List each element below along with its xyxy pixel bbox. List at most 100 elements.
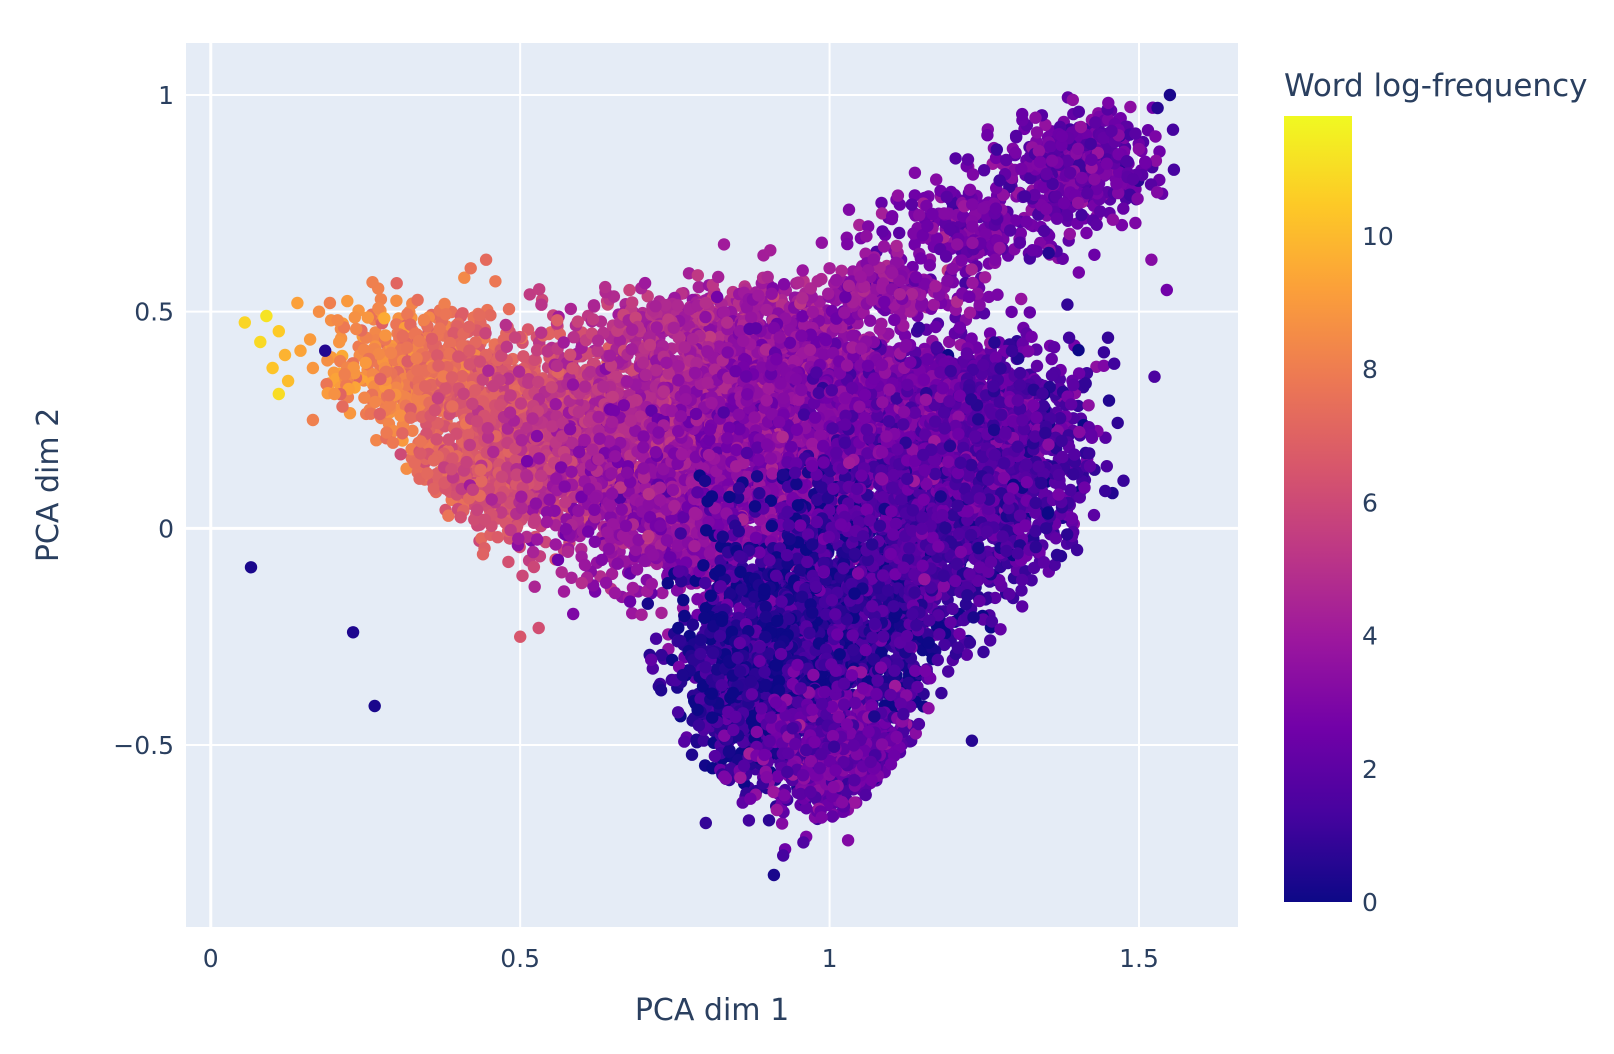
data-point-2420	[471, 503, 484, 517]
data-point-7	[458, 271, 471, 284]
data-point-392	[372, 302, 385, 315]
data-point-4819	[649, 300, 662, 313]
data-point-2616	[481, 422, 494, 435]
data-point-254	[341, 294, 354, 308]
data-point-4154	[623, 283, 636, 297]
data-point-3315	[626, 581, 640, 595]
data-point-4441	[643, 338, 657, 352]
data-point-916	[528, 353, 541, 367]
data-point-3789	[604, 499, 617, 512]
data-point-2931	[655, 606, 668, 620]
data-point-1682	[427, 482, 440, 495]
data-point-236	[364, 407, 377, 420]
data-point-718	[479, 327, 492, 340]
data-point-1294	[396, 329, 409, 343]
data-point-3142	[572, 445, 586, 459]
data-point-2843	[515, 434, 528, 447]
data-point-3390	[588, 535, 601, 548]
data-point-1751	[491, 531, 504, 544]
data-point-1227	[468, 384, 482, 397]
data-point-1762	[427, 454, 441, 467]
data-point-318	[390, 277, 403, 290]
data-point-303	[438, 297, 451, 311]
data-point-1306	[430, 433, 443, 446]
data-point-2804	[566, 362, 579, 375]
data-point-4694	[699, 310, 712, 324]
data-point-2539	[549, 398, 562, 411]
data-point-2769	[520, 471, 534, 484]
data-point-1743	[421, 467, 434, 480]
data-point-2510	[482, 364, 495, 377]
data-point-3272	[515, 502, 529, 515]
data-point-1441	[386, 436, 400, 449]
data-point-3327	[520, 455, 534, 468]
data-point-3545	[485, 493, 498, 506]
data-point-4588	[667, 321, 680, 334]
data-point-4631	[672, 360, 685, 373]
data-point-3640	[531, 533, 544, 546]
data-point-949	[358, 391, 371, 404]
data-point-407	[379, 329, 392, 342]
data-point-1769	[460, 455, 473, 469]
data-point-483	[400, 341, 414, 354]
data-point-2697	[487, 379, 500, 393]
data-point-377	[357, 343, 371, 356]
data-point-4251	[626, 323, 639, 336]
data-point-1111	[439, 382, 452, 395]
data-point-3963	[564, 348, 577, 361]
data-point-4713	[650, 321, 663, 334]
data-point-489	[404, 318, 417, 331]
data-point-546	[431, 349, 444, 362]
data-point-3775	[559, 523, 573, 536]
data-point-3913	[535, 298, 548, 311]
data-point-1251	[374, 372, 387, 386]
data-point-3769	[688, 539, 701, 553]
data-point-379	[447, 326, 460, 340]
data-point-1044	[396, 427, 409, 440]
data-point-4074	[586, 313, 600, 326]
data-point-2888	[606, 390, 619, 404]
data-point-298	[348, 311, 361, 324]
data-point-1309	[411, 364, 424, 377]
data-point-3532	[645, 577, 658, 591]
data-point-1291	[517, 350, 530, 363]
data-point-4269	[535, 326, 548, 339]
data-point-4871	[752, 289, 765, 302]
data-point-1121	[382, 389, 396, 402]
data-point-1323	[452, 350, 465, 363]
data-point-4929	[672, 374, 685, 387]
data-point-390	[401, 308, 414, 321]
data-point-446	[323, 296, 337, 310]
data-point-1051	[456, 370, 469, 383]
data-point-3706	[599, 576, 613, 589]
data-point-3644	[578, 558, 592, 572]
data-point-4185	[626, 296, 639, 309]
data-point-3280	[528, 580, 541, 593]
data-point-4262	[571, 315, 584, 328]
data-point-3744	[601, 526, 614, 539]
data-point-4175	[557, 336, 570, 349]
data-point-3317	[608, 586, 622, 600]
data-point-1726	[516, 569, 529, 582]
data-point-427	[425, 332, 439, 345]
data-point-1262	[462, 320, 476, 334]
data-point-1270	[530, 344, 544, 357]
data-point-4189	[587, 299, 601, 312]
data-point-3782	[575, 576, 588, 590]
data-point-676	[383, 399, 396, 412]
data-point-4773	[625, 343, 638, 356]
data-point-222	[456, 307, 469, 320]
data-point-2798	[534, 469, 548, 482]
data-point-2203	[500, 340, 513, 353]
data-point-3742	[615, 503, 628, 516]
data-point-370	[411, 293, 424, 307]
data-point-2130	[431, 392, 445, 405]
data-point-2868	[503, 406, 517, 419]
data-point-3246	[466, 483, 479, 496]
data-point-780	[336, 400, 349, 413]
data-point-3508	[588, 503, 601, 516]
data-point-2961	[567, 607, 580, 621]
data-point-4272	[533, 283, 546, 296]
data-point-4857	[657, 385, 670, 398]
data-point-508	[384, 346, 398, 360]
